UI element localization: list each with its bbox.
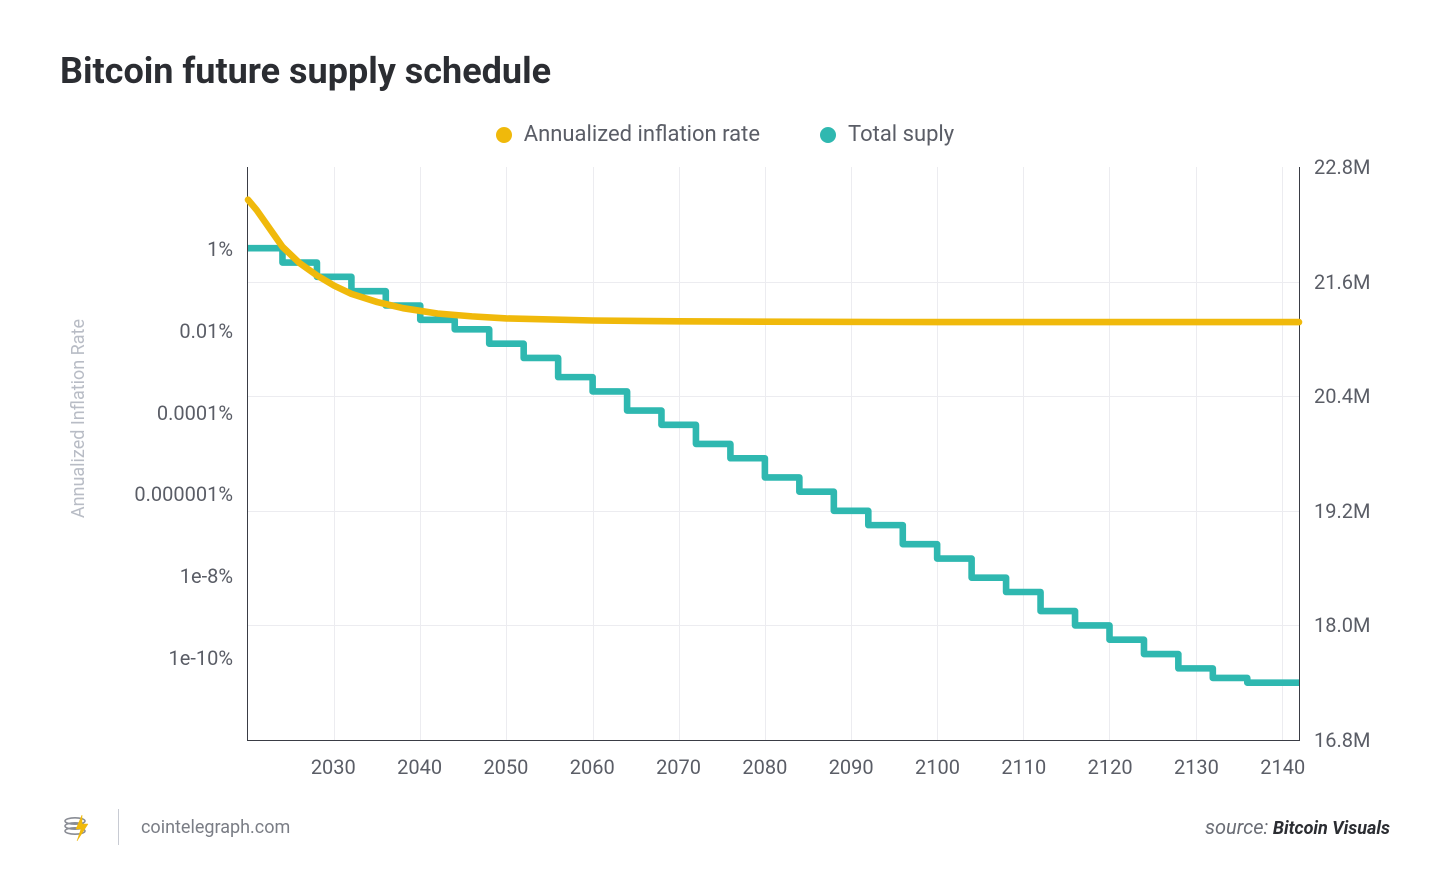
- x-tick-label: 2110: [1001, 755, 1046, 779]
- x-tick-label: 2120: [1088, 755, 1133, 779]
- x-tick-label: 2040: [397, 755, 442, 779]
- source-prefix: source:: [1205, 815, 1268, 839]
- x-tick-label: 2080: [742, 755, 787, 779]
- line-total-supply: [248, 248, 1299, 683]
- y-left-axis-title: Annualized Inflation Rate: [60, 319, 97, 518]
- legend-dot-inflation: [496, 127, 512, 143]
- y-right-tick-label: 22.8M: [1314, 157, 1370, 177]
- x-tick-label: 2130: [1174, 755, 1219, 779]
- legend-dot-supply: [820, 127, 836, 143]
- y-left-tick-label: 0.01%: [179, 321, 233, 341]
- y-left-tick-label: 0.0001%: [157, 403, 233, 423]
- y-right-tick-label: 20.4M: [1314, 386, 1370, 406]
- y-right-tick-label: 16.8M: [1314, 730, 1370, 750]
- x-tick-label: 2140: [1260, 755, 1305, 779]
- x-tick-label: 2030: [311, 755, 356, 779]
- legend-label-supply: Total suply: [848, 122, 954, 147]
- series-svg: [248, 167, 1299, 740]
- x-tick-label: 2100: [915, 755, 960, 779]
- source-name: Bitcoin Visuals: [1273, 818, 1390, 839]
- footer-source: source: Bitcoin Visuals: [1205, 815, 1390, 839]
- cointelegraph-logo-icon: [60, 809, 96, 845]
- plot-area: [247, 167, 1300, 741]
- legend-item-inflation: Annualized inflation rate: [496, 122, 760, 147]
- y-right-ticks: 22.8M21.6M20.4M19.2M18.0M16.8M: [1300, 167, 1390, 791]
- legend-label-inflation: Annualized inflation rate: [524, 122, 760, 147]
- x-tick-label: 2060: [570, 755, 615, 779]
- x-tick-label: 2050: [483, 755, 528, 779]
- legend: Annualized inflation rate Total suply: [60, 122, 1390, 147]
- chart-area: Annualized Inflation Rate 1% 0.01% 0.0001%…: [60, 167, 1390, 791]
- y-left-tick-label: 1%: [207, 239, 233, 259]
- y-left-tick-label: 0.000001%: [134, 484, 233, 504]
- footer-site-label: cointelegraph.com: [141, 817, 290, 838]
- footer-divider: [118, 809, 119, 845]
- x-tick-label: 2070: [656, 755, 701, 779]
- footer: cointelegraph.com source: Bitcoin Visual…: [60, 791, 1390, 845]
- y-left-tick-label: 1e-8%: [180, 566, 233, 586]
- x-tick-label: 2090: [829, 755, 874, 779]
- x-ticks: 2030 2040 2050 2060 2070 2080 2090 2100 2110 2120…: [247, 741, 1300, 791]
- y-left-ticks: 1% 0.01% 0.0001% 0.000001% 1e-8% 1e-10%: [97, 167, 247, 791]
- y-right-tick-label: 18.0M: [1314, 615, 1370, 635]
- legend-item-supply: Total suply: [820, 122, 954, 147]
- y-right-tick-label: 21.6M: [1314, 272, 1370, 292]
- y-right-tick-label: 19.2M: [1314, 501, 1370, 521]
- chart-title: Bitcoin future supply schedule: [60, 50, 1390, 92]
- y-left-tick-label: 1e-10%: [168, 648, 233, 668]
